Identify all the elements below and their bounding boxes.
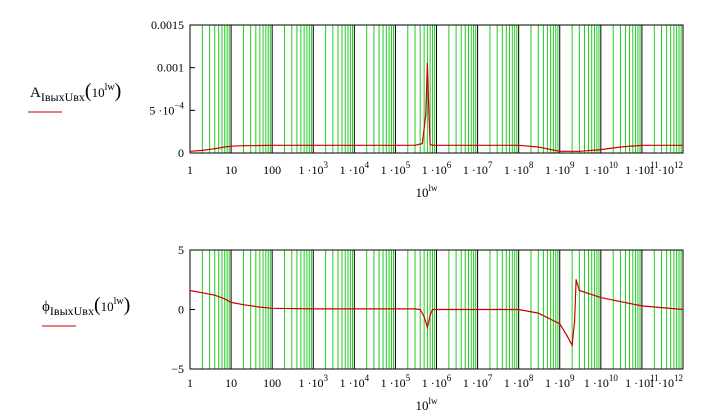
data-point: [271, 144, 273, 146]
x-tick-label: 1 ·1010: [584, 373, 619, 390]
data-point: [566, 335, 568, 337]
data-point: [435, 308, 438, 311]
data-point: [537, 312, 539, 314]
x-tick-label: 1 ·103: [299, 160, 329, 177]
data-point: [259, 144, 261, 147]
x-tick-label: 1 ·1012: [649, 373, 683, 390]
data-point: [425, 114, 427, 116]
data-point: [421, 143, 423, 145]
y-tick-label: −5: [171, 362, 184, 376]
x-tick-label: 1 ·108: [504, 160, 534, 177]
data-point: [559, 323, 561, 325]
x-tick-label: 1 ·1011: [625, 160, 659, 177]
x-tick-label: 1 ·104: [340, 373, 370, 390]
data-point: [242, 145, 245, 147]
data-point: [230, 145, 232, 147]
data-point: [431, 308, 434, 311]
data-point: [429, 314, 431, 317]
data-point: [641, 144, 643, 146]
x-tick-label: 1 ·1011: [625, 373, 659, 390]
data-point: [574, 320, 576, 322]
data-point: [201, 149, 203, 152]
x-tick-label: 10: [225, 163, 237, 177]
data-point: [619, 146, 622, 148]
data-point: [641, 305, 643, 307]
x-tick-label: 1 ·108: [504, 373, 534, 390]
y-tick-label: 0.0015: [151, 18, 184, 32]
y-tick-label: 0: [178, 303, 184, 317]
data-point: [429, 143, 431, 146]
x-tick-label: 100: [263, 376, 281, 390]
data-point: [435, 144, 438, 146]
x-tick-label: 1 ·106: [422, 160, 452, 177]
data-point: [353, 144, 355, 146]
y-tick-label: 0: [178, 146, 184, 160]
data-point: [600, 297, 602, 299]
data-point: [428, 109, 430, 111]
data-point: [682, 144, 684, 146]
x-tick-label: 1 ·105: [381, 373, 411, 390]
data-point: [414, 144, 416, 146]
data-point: [575, 279, 577, 281]
x-tick-label: 1 ·109: [545, 160, 575, 177]
x-tick-label: 1 ·1012: [649, 160, 683, 177]
data-point: [431, 144, 434, 146]
data-point: [571, 344, 573, 346]
data-point: [476, 144, 479, 146]
x-tick-label: 100: [263, 163, 281, 177]
data-point: [518, 308, 520, 311]
data-point: [271, 307, 273, 309]
data-point: [189, 150, 191, 152]
x-tick-label: 1 ·109: [545, 373, 575, 390]
data-point: [518, 144, 520, 146]
data-point: [414, 308, 416, 310]
data-point: [224, 146, 226, 148]
data-point: [224, 298, 226, 300]
plot-frame: [189, 24, 684, 154]
x-tick-label: 1 ·106: [422, 373, 452, 390]
x-tick-label: 1 ·103: [299, 373, 329, 390]
data-point: [312, 308, 314, 310]
data-point: [201, 292, 203, 294]
x-tick-label: 1 ·1010: [584, 160, 619, 177]
x-tick-label: 10: [225, 376, 237, 390]
data-point: [578, 150, 580, 152]
y-axis-label: AIвыхUвх(10lw): [30, 80, 121, 104]
data-point: [559, 150, 561, 152]
data-point: [600, 148, 602, 151]
data-point: [214, 294, 216, 296]
data-point: [578, 289, 580, 292]
data-point: [242, 304, 245, 306]
data-point: [476, 308, 479, 311]
data-point: [455, 308, 457, 311]
series-line: [189, 63, 683, 152]
x-tick-label: 1 ·107: [463, 373, 493, 390]
data-point: [394, 144, 397, 146]
data-point: [230, 301, 232, 303]
data-point: [419, 308, 421, 311]
data-point: [423, 316, 425, 318]
data-point: [537, 146, 539, 148]
y-tick-label: 5: [178, 243, 184, 257]
y-tick-label: 0.001: [157, 61, 184, 75]
data-point: [426, 62, 428, 64]
data-point: [426, 326, 428, 328]
x-axis-label: 10lw: [416, 396, 439, 413]
x-tick-label: 1 ·107: [463, 160, 493, 177]
x-tick-label: 1 ·105: [381, 160, 411, 177]
x-axis-label: 10lw: [416, 183, 439, 200]
data-point: [259, 306, 261, 308]
x-tick-label: 1 ·104: [340, 160, 370, 177]
y-tick-label: 5 ·10−4: [149, 100, 184, 117]
data-point: [682, 308, 684, 311]
y-axis-label: ϕIвыхUвх(10lw): [42, 294, 130, 318]
x-tick-label: 1: [187, 376, 193, 390]
data-point: [394, 308, 397, 310]
data-point: [312, 144, 314, 146]
data-point: [189, 289, 191, 292]
data-point: [353, 308, 355, 310]
x-tick-label: 1: [187, 163, 193, 177]
data-point: [214, 148, 216, 150]
